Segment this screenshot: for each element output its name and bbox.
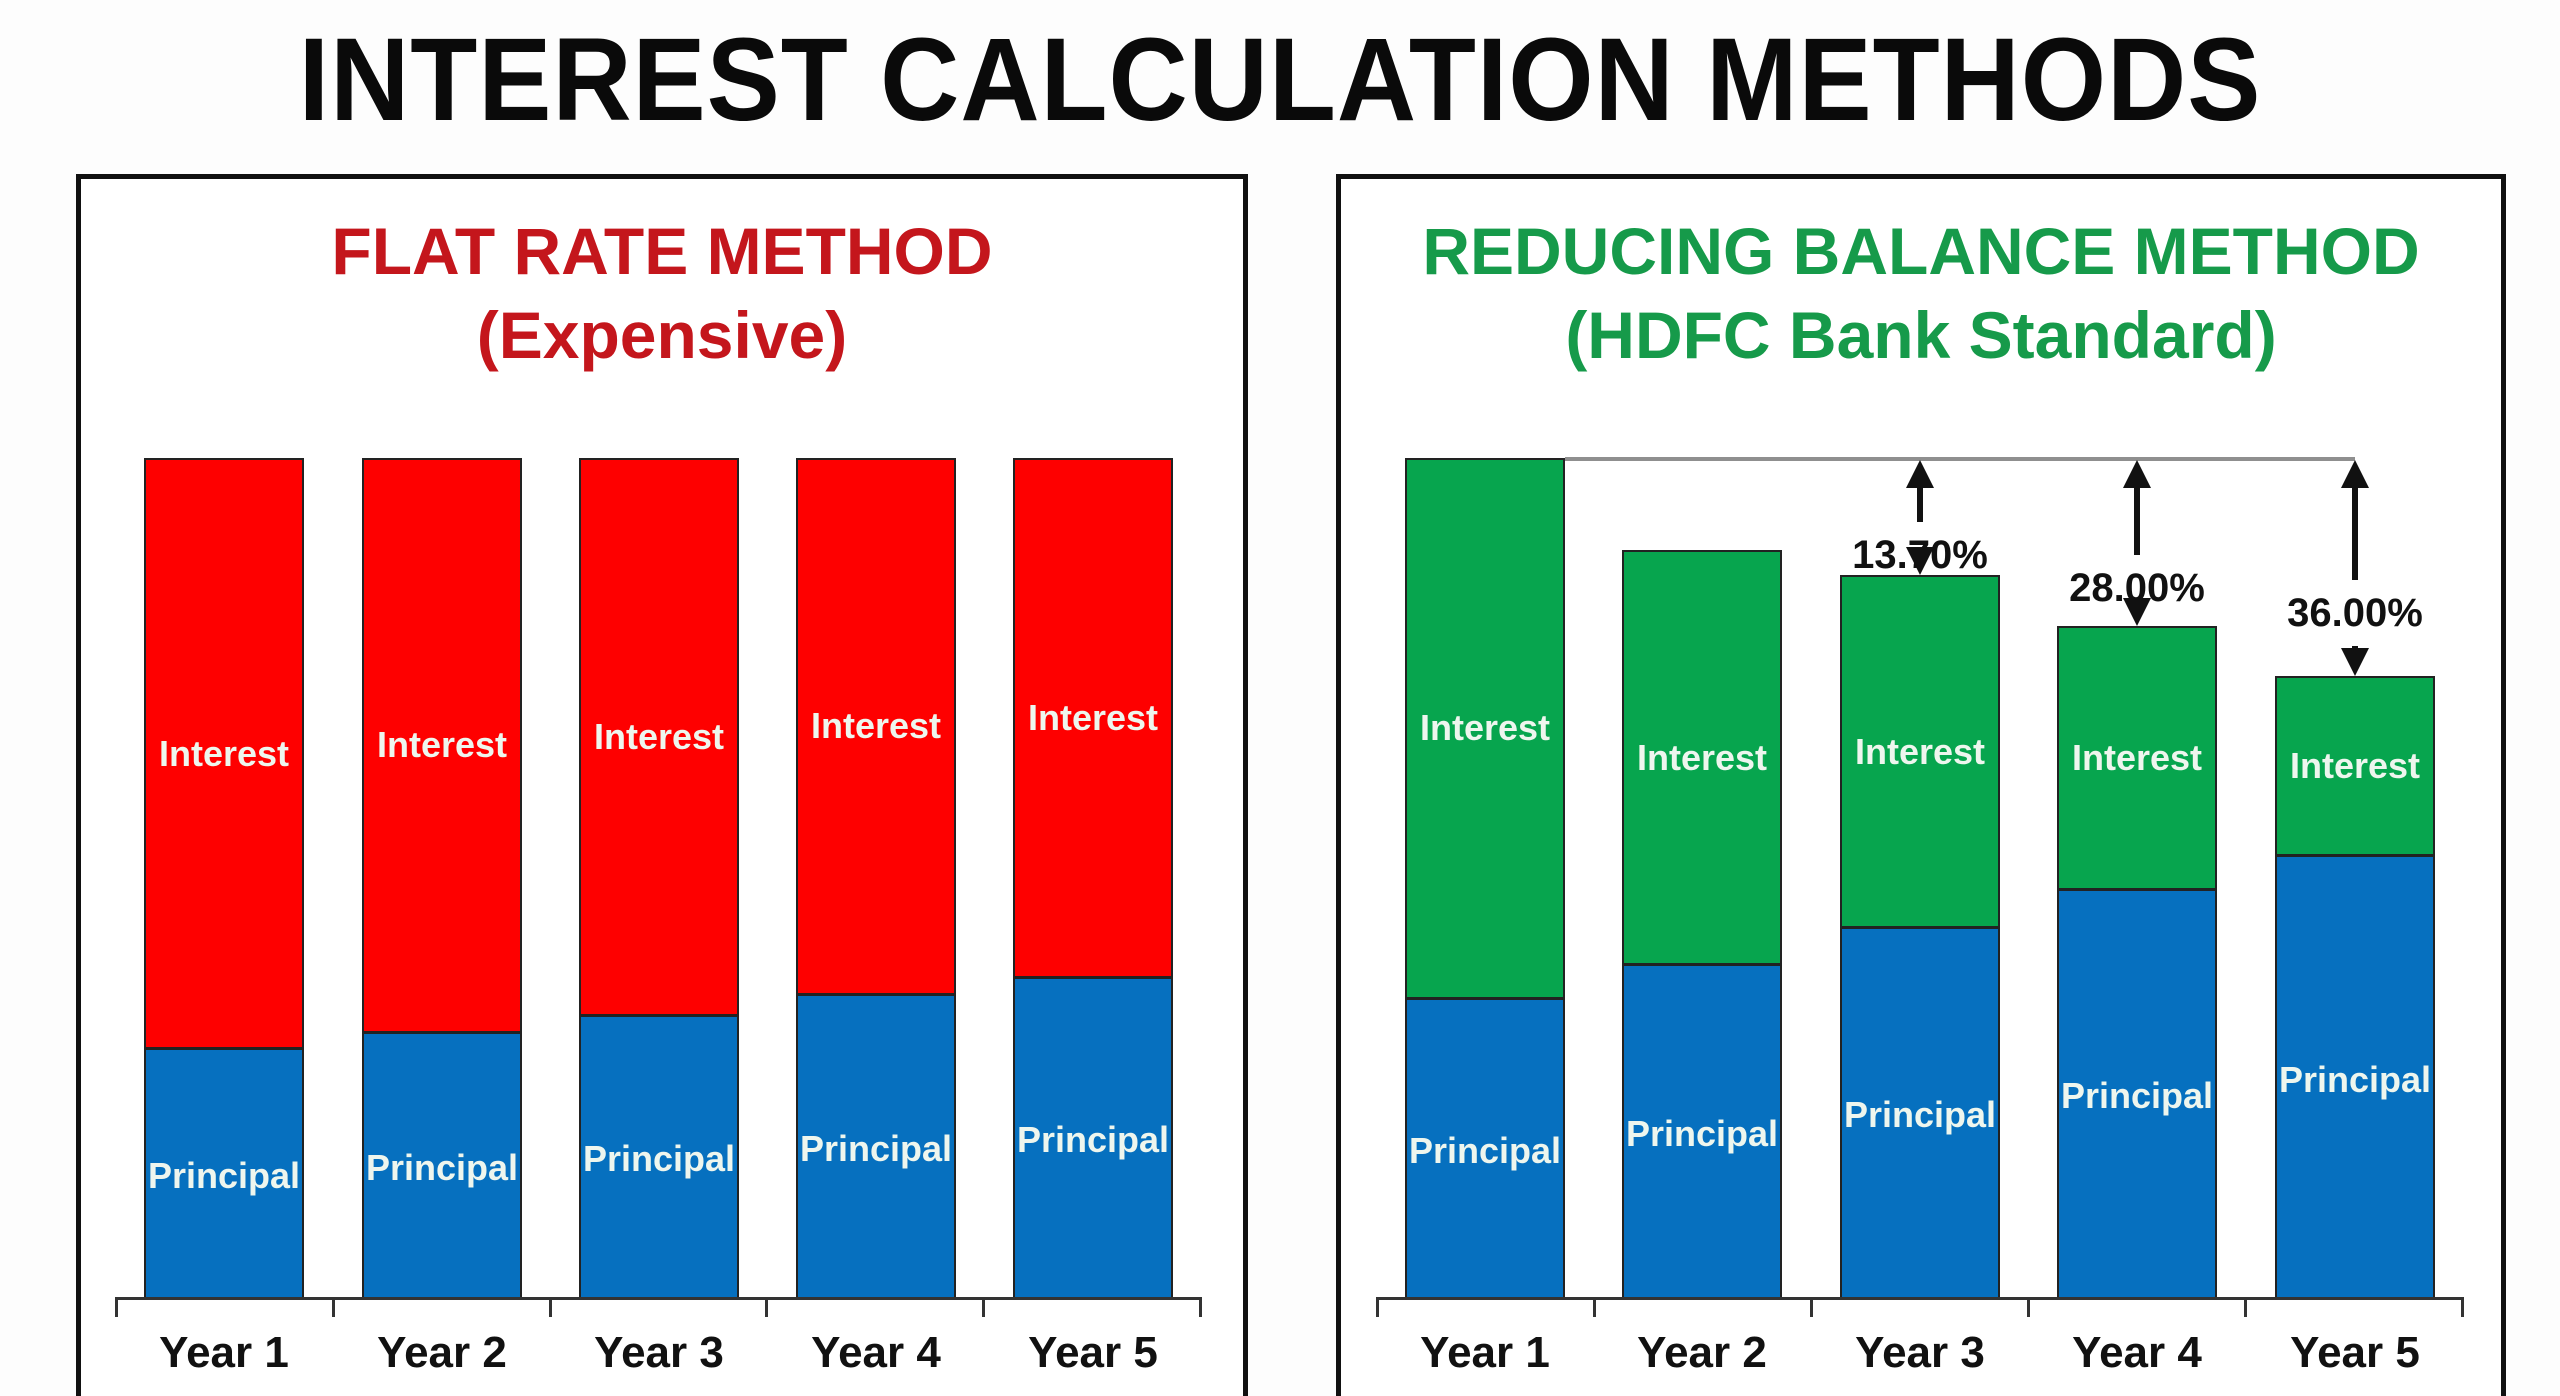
interest-label: Interest <box>2071 736 2203 778</box>
reducing-x-label: Year 2 <box>1637 1328 1767 1377</box>
reducing-axis-tick <box>1376 1297 1379 1317</box>
page-title: INTEREST CALCULATION METHODS <box>298 14 2262 146</box>
principal-segment: Principal <box>1407 996 1563 1299</box>
arrow-up-icon <box>2123 460 2151 488</box>
principal-label: Principal <box>2278 1058 2432 1100</box>
interest-segment: Interest <box>364 460 520 1031</box>
reducing-bar-2: Interest Principal <box>1622 550 1782 1299</box>
interest-segment: Interest <box>798 460 954 993</box>
principal-label: Principal <box>365 1146 519 1188</box>
arrow-down-icon <box>2123 597 2151 626</box>
flat-axis-tick <box>982 1297 986 1317</box>
principal-segment: Principal <box>1624 963 1780 1299</box>
interest-segment: Interest <box>2277 678 2433 855</box>
interest-segment: Interest <box>1842 577 1998 926</box>
interest-label: Interest <box>376 724 508 766</box>
flat-axis-tick <box>115 1297 118 1317</box>
principal-label: Principal <box>1625 1113 1779 1155</box>
flat-x-label: Year 3 <box>594 1328 724 1377</box>
arrow-down-icon <box>1906 547 1934 576</box>
reducing-balance-subtitle: (HDFC Bank Standard) <box>1565 298 2277 372</box>
reducing-x-label: Year 1 <box>1420 1328 1550 1377</box>
interest-segment: Interest <box>1407 460 1563 997</box>
reducing-balance-title: REDUCING BALANCE METHOD <box>1422 214 2420 288</box>
arrow-up-icon <box>2341 460 2369 488</box>
flat-bar-4: Interest Principal <box>796 458 956 1299</box>
principal-segment: Principal <box>2059 887 2215 1299</box>
flat-bar-2: Interest Principal <box>362 458 522 1299</box>
flat-bar-3: Interest Principal <box>579 458 739 1299</box>
reference-line <box>1565 457 2355 461</box>
reducing-bar-3: Interest Principal <box>1840 575 2000 1299</box>
principal-label: Principal <box>2060 1075 2214 1117</box>
principal-label: Principal <box>1408 1129 1562 1171</box>
interest-label: Interest <box>1419 707 1551 749</box>
flat-x-axis <box>116 1297 1200 1300</box>
principal-segment: Principal <box>2277 854 2433 1299</box>
arrow-shaft <box>2352 486 2358 580</box>
flat-bar-5: Interest Principal <box>1013 458 1173 1299</box>
interest-segment: Interest <box>2059 627 2215 888</box>
principal-segment: Principal <box>581 1013 737 1299</box>
flat-bar-1: Interest Principal <box>144 458 304 1299</box>
interest-label: Interest <box>158 732 290 774</box>
principal-segment: Principal <box>1842 925 1998 1299</box>
flat-x-label: Year 2 <box>377 1328 507 1377</box>
flat-axis-tick <box>548 1297 552 1317</box>
flat-axis-tick <box>765 1297 769 1317</box>
interest-label: Interest <box>1636 736 1768 778</box>
principal-segment: Principal <box>798 992 954 1299</box>
interest-segment: Interest <box>581 460 737 1014</box>
flat-x-label: Year 5 <box>1028 1328 1158 1377</box>
reducing-x-axis <box>1377 1297 2462 1300</box>
interest-label: Interest <box>1027 696 1159 738</box>
reducing-bar-4: Interest Principal <box>2057 625 2217 1299</box>
arrow-shaft <box>1917 486 1923 522</box>
interest-segment: Interest <box>1015 460 1171 976</box>
principal-segment: Principal <box>364 1030 520 1299</box>
principal-segment: Principal <box>1015 975 1171 1299</box>
interest-label: Interest <box>593 715 725 757</box>
flat-axis-tick <box>1199 1297 1202 1317</box>
reducing-axis-tick <box>2244 1297 2247 1317</box>
principal-label: Principal <box>147 1155 301 1197</box>
interest-label: Interest <box>2289 745 2421 787</box>
principal-label: Principal <box>582 1138 736 1180</box>
reducing-bar-5: Interest Principal <box>2275 676 2435 1299</box>
flat-x-label: Year 4 <box>811 1328 941 1377</box>
principal-label: Principal <box>1016 1119 1170 1161</box>
interest-segment: Interest <box>1624 552 1780 964</box>
arrow-shaft <box>2352 646 2358 649</box>
interest-segment: Interest <box>146 460 302 1048</box>
principal-label: Principal <box>799 1127 953 1169</box>
flat-axis-tick <box>331 1297 335 1317</box>
percentage-label: 36.00% <box>2287 591 2423 635</box>
interest-label: Interest <box>1854 730 1986 772</box>
arrow-up-icon <box>1906 460 1934 488</box>
arrow-shaft <box>2134 486 2140 555</box>
flat-rate-subtitle: (Expensive) <box>476 298 848 372</box>
arrow-down-icon <box>2341 648 2369 677</box>
reducing-axis-tick <box>2461 1297 2464 1317</box>
reducing-x-label: Year 3 <box>1855 1328 1985 1377</box>
reducing-axis-tick <box>1810 1297 1813 1317</box>
principal-segment: Principal <box>146 1047 302 1299</box>
flat-x-label: Year 1 <box>159 1328 289 1377</box>
flat-rate-title: FLAT RATE METHOD <box>331 214 993 288</box>
reducing-x-label: Year 5 <box>2290 1328 2420 1377</box>
principal-label: Principal <box>1843 1094 1997 1136</box>
reducing-x-label: Year 4 <box>2072 1328 2202 1377</box>
reducing-bar-1: Interest Principal <box>1405 458 1565 1299</box>
reducing-axis-tick <box>2027 1297 2030 1317</box>
interest-label: Interest <box>810 705 942 747</box>
reducing-axis-tick <box>1593 1297 1596 1317</box>
